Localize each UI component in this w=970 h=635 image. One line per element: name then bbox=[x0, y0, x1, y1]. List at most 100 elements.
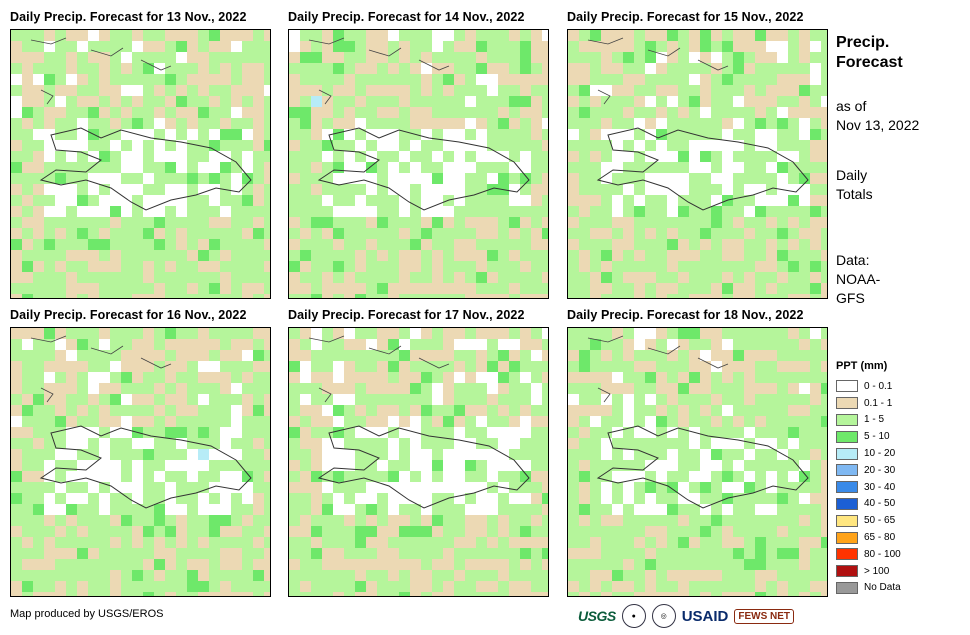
precip-cell bbox=[44, 570, 55, 581]
precip-cell bbox=[187, 438, 198, 449]
precip-cell bbox=[601, 515, 612, 526]
precip-cell bbox=[711, 350, 722, 361]
precip-cell bbox=[443, 427, 454, 438]
precip-cell bbox=[165, 239, 176, 250]
precip-cell bbox=[187, 592, 198, 596]
precip-cell bbox=[264, 361, 270, 372]
precip-cell bbox=[722, 460, 733, 471]
precip-cell bbox=[711, 416, 722, 427]
precip-cell bbox=[132, 294, 143, 298]
precip-cell bbox=[289, 581, 300, 592]
precip-cell bbox=[498, 581, 509, 592]
precip-cell bbox=[788, 85, 799, 96]
precip-cell bbox=[733, 548, 744, 559]
precip-cell bbox=[176, 294, 187, 298]
precip-cell bbox=[799, 416, 810, 427]
coastline bbox=[308, 335, 345, 343]
precip-cell bbox=[322, 515, 333, 526]
precip-cell bbox=[264, 493, 270, 504]
precip-cell bbox=[333, 592, 344, 596]
precip-cell bbox=[568, 261, 579, 272]
precip-cell bbox=[667, 239, 678, 250]
precip-cell bbox=[821, 85, 827, 96]
precip-cell bbox=[110, 239, 121, 250]
precip-cell bbox=[344, 206, 355, 217]
precip-cell bbox=[498, 217, 509, 228]
precip-cell bbox=[821, 217, 827, 228]
precip-cell bbox=[355, 449, 366, 460]
precip-cell bbox=[300, 537, 311, 548]
island-outline bbox=[317, 425, 530, 509]
precip-cell bbox=[33, 239, 44, 250]
precip-cell bbox=[733, 118, 744, 129]
precip-cell bbox=[154, 74, 165, 85]
precip-cell bbox=[421, 350, 432, 361]
precip-cell bbox=[509, 570, 520, 581]
precip-cell bbox=[810, 482, 821, 493]
legend-item: 5 - 10 bbox=[836, 428, 901, 445]
precip-cell bbox=[355, 515, 366, 526]
precip-cell bbox=[476, 96, 487, 107]
precip-cell bbox=[33, 493, 44, 504]
precip-cell bbox=[388, 350, 399, 361]
precip-cell bbox=[520, 283, 531, 294]
precip-cell bbox=[579, 162, 590, 173]
precip-cell bbox=[333, 261, 344, 272]
precip-cell bbox=[242, 129, 253, 140]
precip-cell bbox=[22, 107, 33, 118]
precip-cell bbox=[667, 294, 678, 298]
precip-cell bbox=[165, 107, 176, 118]
precip-cell bbox=[788, 504, 799, 515]
precip-cell bbox=[509, 228, 520, 239]
precip-cell bbox=[755, 107, 766, 118]
precip-cell bbox=[656, 173, 667, 184]
precip-cell bbox=[744, 151, 755, 162]
precip-cell bbox=[66, 195, 77, 206]
precip-cell bbox=[110, 129, 121, 140]
precip-cell bbox=[311, 140, 322, 151]
precip-cell bbox=[623, 350, 634, 361]
precip-cell bbox=[154, 217, 165, 228]
precip-cell bbox=[733, 493, 744, 504]
precip-cell bbox=[432, 239, 443, 250]
precip-cell bbox=[377, 427, 388, 438]
precip-cell bbox=[766, 63, 777, 74]
precip-cell bbox=[242, 96, 253, 107]
precip-cell bbox=[476, 449, 487, 460]
precip-cell bbox=[531, 515, 542, 526]
precip-cell bbox=[465, 195, 476, 206]
precip-cell bbox=[220, 140, 231, 151]
precip-cell bbox=[520, 261, 531, 272]
precip-cell bbox=[300, 239, 311, 250]
precip-cell bbox=[733, 504, 744, 515]
coastline bbox=[318, 387, 332, 403]
precip-cell bbox=[220, 162, 231, 173]
precip-cell bbox=[344, 548, 355, 559]
precip-cell bbox=[322, 438, 333, 449]
precip-cell bbox=[66, 526, 77, 537]
precip-cell bbox=[678, 206, 689, 217]
precip-cell bbox=[623, 449, 634, 460]
precip-cell bbox=[634, 151, 645, 162]
precip-cell bbox=[656, 118, 667, 129]
precip-cell bbox=[209, 449, 220, 460]
island-outline bbox=[39, 127, 252, 211]
precip-cell bbox=[788, 173, 799, 184]
precip-cell bbox=[498, 570, 509, 581]
precip-cell bbox=[311, 581, 322, 592]
precip-cell bbox=[77, 162, 88, 173]
precip-cell bbox=[421, 592, 432, 596]
precip-cell bbox=[22, 460, 33, 471]
precip-cell bbox=[432, 383, 443, 394]
precip-cell bbox=[678, 449, 689, 460]
precip-cell bbox=[421, 383, 432, 394]
precip-cell bbox=[766, 383, 777, 394]
precip-cell bbox=[612, 427, 623, 438]
precip-cell bbox=[421, 272, 432, 283]
precip-cell bbox=[322, 372, 333, 383]
precip-cell bbox=[454, 493, 465, 504]
precip-cell bbox=[432, 107, 443, 118]
precip-cell bbox=[799, 504, 810, 515]
precip-cell bbox=[579, 427, 590, 438]
precip-cell bbox=[77, 460, 88, 471]
